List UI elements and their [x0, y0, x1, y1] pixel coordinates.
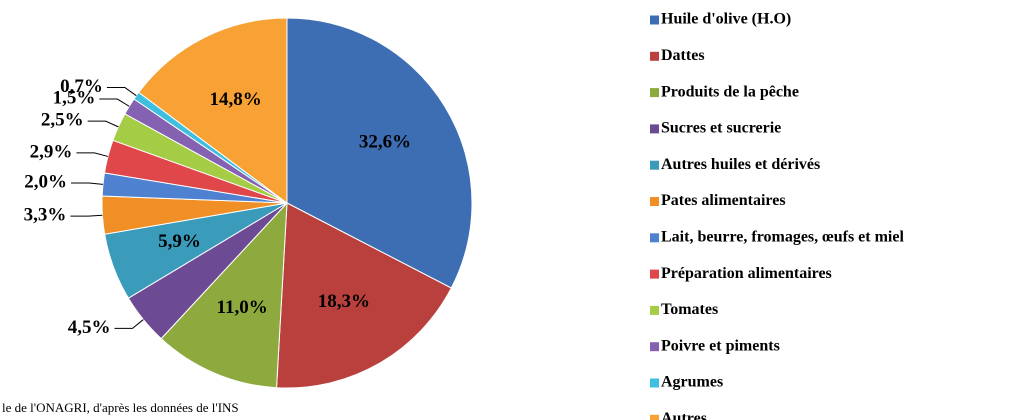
data-label: 0,7%	[60, 76, 103, 97]
data-label: 2,5%	[41, 109, 84, 130]
data-label: 4,5%	[68, 317, 111, 338]
leader-line	[87, 120, 119, 128]
legend-swatch	[650, 269, 659, 279]
source-note: le de l'ONAGRI, d'après les données de l…	[2, 400, 239, 415]
leader-line	[76, 152, 109, 157]
legend-swatch	[650, 342, 659, 352]
pie-slice	[286, 17, 473, 289]
leader-line	[71, 182, 103, 185]
data-label: 18,3%	[318, 291, 370, 312]
legend-label: Préparation alimentaires	[661, 265, 832, 282]
leader-line	[70, 214, 103, 217]
legend-label: Pates alimentaires	[661, 192, 786, 209]
legend-swatch	[650, 197, 659, 206]
legend-label: Produits de la pêche	[661, 83, 799, 100]
data-label: 5,9%	[158, 231, 201, 252]
leader-line	[106, 87, 137, 97]
pie-slice	[276, 202, 452, 389]
data-label: 2,9%	[30, 141, 73, 162]
legend-swatch	[650, 160, 659, 170]
legend-label: Lait, beurre, fromages, œufs et miel	[661, 228, 904, 245]
legend-swatch	[650, 233, 659, 243]
legend-swatch	[650, 15, 659, 25]
legend-label: Dattes	[661, 47, 705, 64]
legend-label: Autres	[661, 410, 707, 420]
legend-swatch	[650, 88, 659, 98]
legend-label: Huile d'olive (H.O)	[661, 11, 791, 28]
legend-label: Tomates	[661, 301, 718, 318]
legend-swatch	[650, 51, 659, 61]
legend-label: Poivre et piments	[661, 337, 780, 354]
legend-swatch	[650, 414, 659, 420]
pie-slice	[138, 17, 288, 204]
pie-slice	[160, 201, 288, 389]
data-label: 2,0%	[24, 171, 67, 192]
legend-swatch	[650, 378, 659, 388]
data-label: 32,6%	[359, 132, 411, 153]
leader-line	[99, 98, 130, 107]
legend-label: Autres huiles et dérivés	[661, 156, 820, 173]
leader-line	[114, 319, 144, 329]
legend-label: Agrumes	[661, 374, 723, 391]
legend-label: Sucres et sucrerie	[661, 120, 781, 137]
legend-swatch	[650, 305, 659, 315]
data-label: 11,0%	[217, 297, 268, 318]
data-label: 1,5%	[53, 87, 96, 108]
data-label: 14,8%	[209, 89, 261, 110]
data-label: 3,3%	[24, 204, 67, 225]
legend-swatch	[650, 124, 659, 134]
